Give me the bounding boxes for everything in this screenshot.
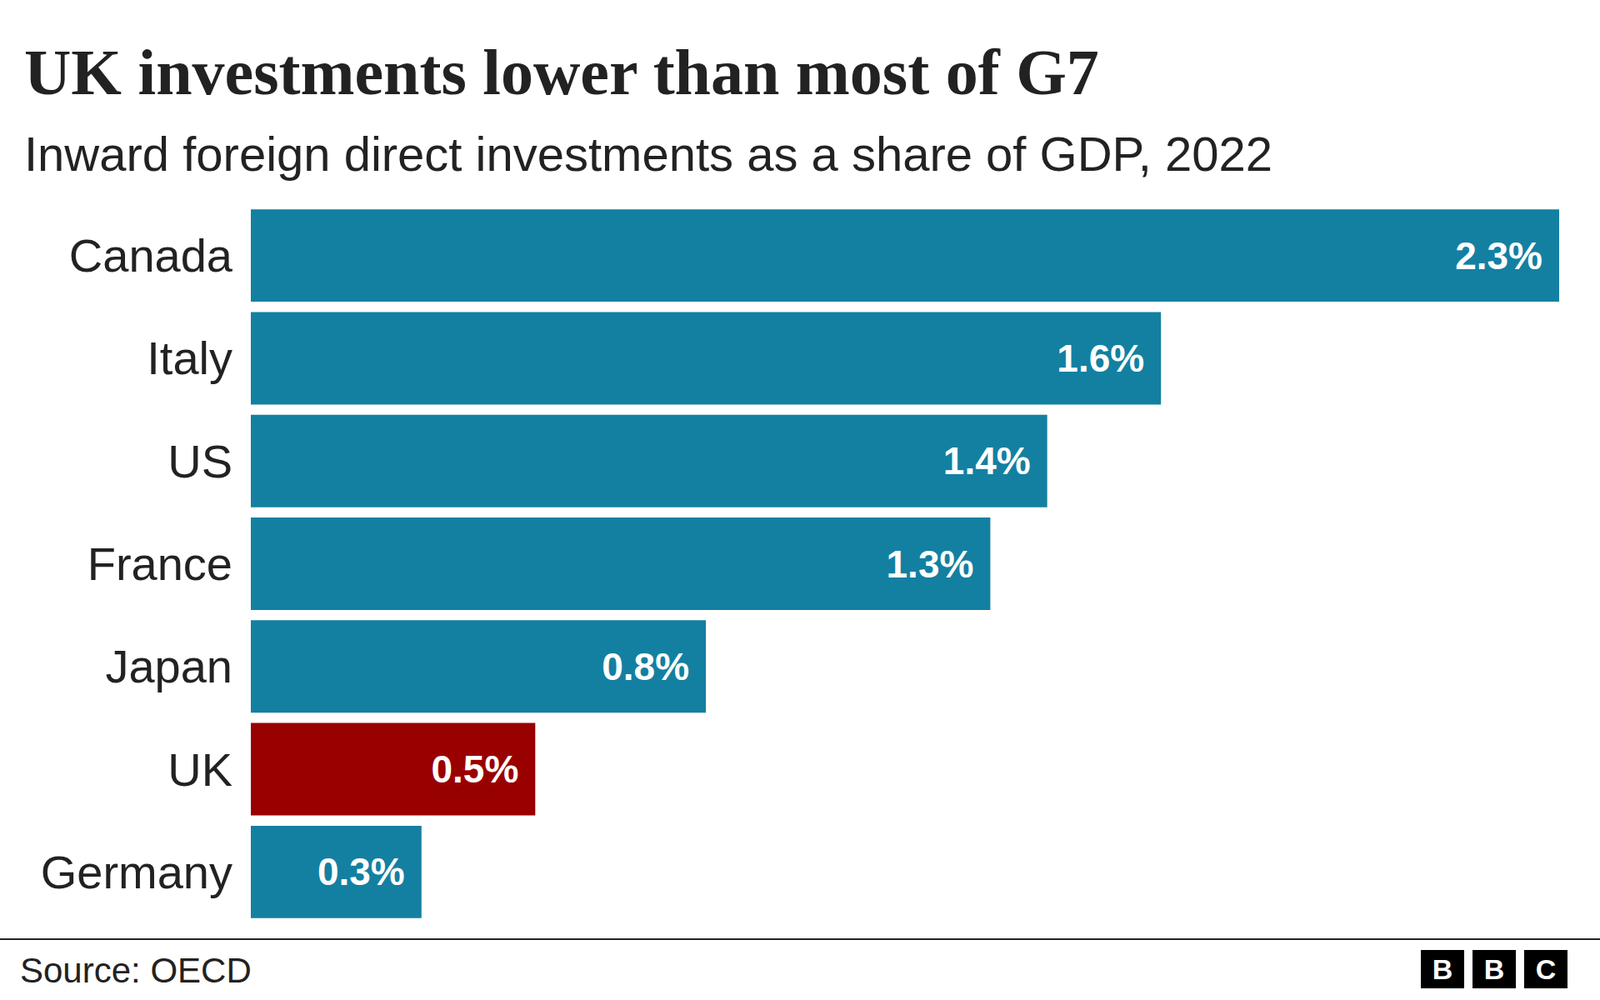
svg-text:France: France bbox=[87, 537, 233, 590]
svg-text:Italy: Italy bbox=[146, 331, 233, 385]
svg-text:C: C bbox=[1535, 953, 1557, 985]
svg-text:US: US bbox=[167, 435, 233, 488]
svg-text:0.5%: 0.5% bbox=[430, 747, 519, 791]
svg-text:Source: OECD: Source: OECD bbox=[20, 950, 252, 990]
svg-text:B: B bbox=[1432, 953, 1454, 985]
svg-text:Inward foreign direct investme: Inward foreign direct investments as a s… bbox=[24, 126, 1273, 181]
svg-text:0.3%: 0.3% bbox=[317, 850, 405, 894]
svg-text:UK: UK bbox=[167, 743, 233, 796]
svg-text:2.3%: 2.3% bbox=[1455, 234, 1543, 278]
svg-text:Germany: Germany bbox=[40, 845, 233, 899]
svg-text:Canada: Canada bbox=[69, 229, 234, 282]
svg-text:0.8%: 0.8% bbox=[601, 645, 690, 689]
svg-text:Japan: Japan bbox=[105, 640, 233, 693]
svg-text:1.4%: 1.4% bbox=[943, 439, 1031, 483]
svg-text:UK investments lower than most: UK investments lower than most of G7 bbox=[24, 35, 1100, 109]
svg-text:1.6%: 1.6% bbox=[1056, 336, 1145, 380]
svg-text:1.3%: 1.3% bbox=[886, 542, 975, 586]
svg-text:B: B bbox=[1484, 953, 1505, 985]
